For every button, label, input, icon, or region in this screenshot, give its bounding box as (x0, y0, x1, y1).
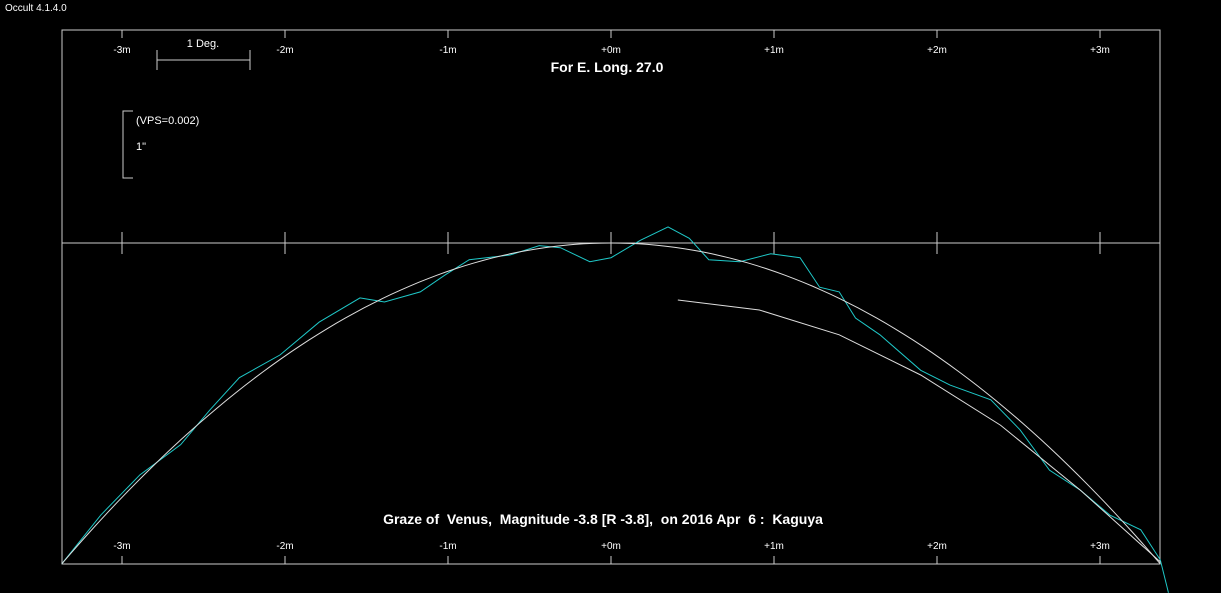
top-tick-label: -1m (439, 45, 456, 56)
vertical-scale: (VPS=0.002) 1" (122, 110, 199, 179)
vertical-scale-unit: 1" (136, 141, 146, 153)
secondary-limb-line (677, 299, 1161, 563)
bottom-tick-label: -3m (113, 541, 130, 552)
top-tick-label: -3m (113, 45, 130, 56)
chart-title: For E. Long. 27.0 (551, 59, 664, 75)
limb-profile-line (61, 226, 1169, 593)
bottom-tick-label: -1m (439, 541, 456, 552)
scale-bar: 1 Deg. (156, 38, 251, 70)
mean-limb-line (61, 242, 1161, 565)
app-title: Occult 4.1.4.0 (5, 3, 67, 14)
top-tick-label: +3m (1090, 45, 1110, 56)
bottom-tick-label: +2m (927, 541, 947, 552)
plot-frame (61, 29, 1161, 565)
top-tick-label: -2m (276, 45, 293, 56)
bottom-tick-label: -2m (276, 541, 293, 552)
vps-label: (VPS=0.002) (136, 115, 199, 127)
bottom-tick-label: +1m (764, 541, 784, 552)
scale-bar-label: 1 Deg. (187, 38, 219, 50)
bottom-tick-label: +3m (1090, 541, 1110, 552)
top-tick-label: +1m (764, 45, 784, 56)
top-tick-label: +2m (927, 45, 947, 56)
bottom-tick-label: +0m (601, 541, 621, 552)
top-tick-label: +0m (601, 45, 621, 56)
chart-caption: Graze of Venus, Magnitude -3.8 [R -3.8],… (383, 511, 823, 527)
